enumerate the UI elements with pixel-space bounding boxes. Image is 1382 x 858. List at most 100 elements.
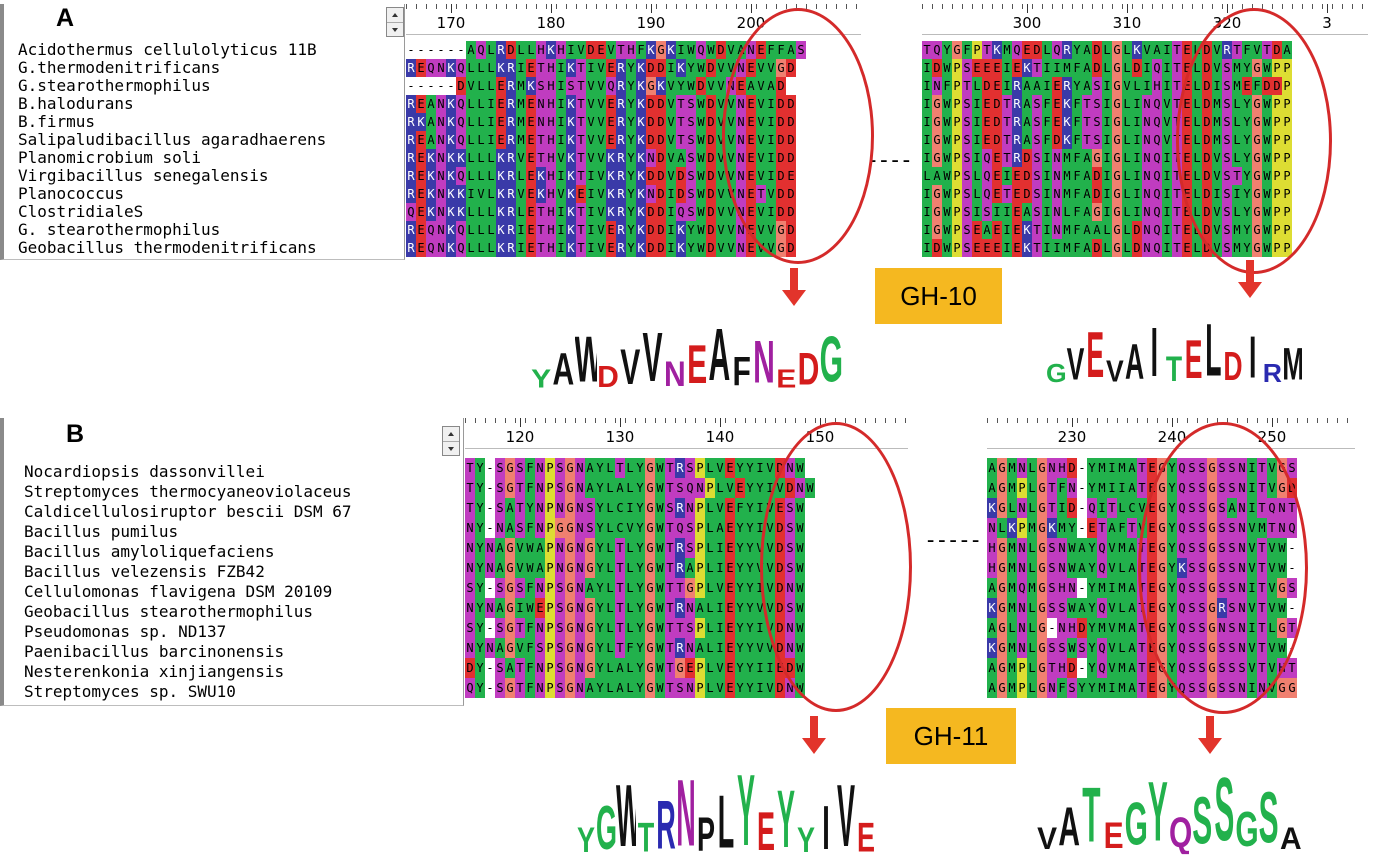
residue-cell: G — [1037, 598, 1047, 618]
residue-cell: N — [575, 498, 585, 518]
residue-cell: K — [446, 185, 456, 203]
residue-cell: S — [1187, 538, 1197, 558]
residue-cell: N — [1142, 239, 1152, 257]
sequence-name[interactable]: Streptomyces sp. SWU10 — [24, 682, 236, 701]
residue-cell: S — [1197, 498, 1207, 518]
residue-cell: I — [1102, 185, 1112, 203]
residue-cell: G — [776, 239, 786, 257]
sequence-name[interactable]: Geobacillus thermodenitrificans — [18, 238, 317, 257]
residue-cell: W — [655, 538, 665, 558]
residue-cell: E — [1052, 77, 1062, 95]
sequence-name[interactable]: Geobacillus stearothermophilus — [24, 602, 313, 621]
residue-cell: F — [1057, 478, 1067, 498]
residue-cell: V — [716, 221, 726, 239]
sequence-name[interactable]: Pseudomonas sp. ND137 — [24, 622, 227, 641]
sequence-name[interactable]: Virgibacillus senegalensis — [18, 166, 269, 185]
residue-cell: D — [656, 239, 666, 257]
logo-letter: Y — [576, 824, 595, 856]
residue-cell: G — [645, 498, 655, 518]
residue-cell: A — [746, 77, 756, 95]
sequence-name[interactable]: Bacillus amyloliquefaciens — [24, 542, 275, 561]
sequence-name[interactable]: Planococcus — [18, 184, 124, 203]
residue-cell: V — [666, 113, 676, 131]
sequence-names-b: Nocardiopsis dassonvillei Streptomyces th… — [24, 462, 352, 702]
residue-cell: P — [952, 131, 962, 149]
residue-cell: - — [406, 41, 416, 59]
sequence-name[interactable]: Salipaludibacillus agaradhaerens — [18, 130, 327, 149]
logo-letter: T — [1082, 784, 1101, 854]
scroll-up-icon[interactable] — [387, 8, 403, 23]
logo-column: V — [836, 758, 856, 856]
residue-cell: I — [1002, 59, 1012, 77]
sequence-name[interactable]: B.halodurans — [18, 94, 134, 113]
residue-cell: G — [505, 618, 515, 638]
residue-cell: I — [556, 95, 566, 113]
scroll-spinner-b[interactable] — [442, 426, 460, 456]
sequence-name[interactable]: G.stearothermophilus — [18, 76, 211, 95]
residue-cell: I — [1042, 59, 1052, 77]
sequence-name[interactable]: Paenibacillus barcinonensis — [24, 642, 285, 661]
residue-cell: T — [615, 618, 625, 638]
residue-cell: V — [756, 203, 766, 221]
residue-cell: G — [1207, 498, 1217, 518]
sequence-name[interactable]: ClostridialeS — [18, 202, 144, 221]
residue-cell: P — [545, 678, 555, 698]
residue-cell: D — [646, 203, 656, 221]
logo-column: Y — [1147, 764, 1169, 854]
residue-cell: W — [942, 203, 952, 221]
sequence-name[interactable]: Nocardiopsis dassonvillei — [24, 462, 265, 481]
residue-cell: Q — [465, 678, 475, 698]
residue-cell: E — [746, 95, 756, 113]
residue-cell: L — [1192, 41, 1202, 59]
residue-cell: H — [546, 59, 556, 77]
residue-cell: I — [1162, 149, 1172, 167]
residue-cell: A — [1092, 221, 1102, 239]
logo-letter: D — [597, 364, 619, 392]
residue-cell: Y — [735, 598, 745, 618]
residue-cell: Y — [1087, 538, 1097, 558]
sequence-name[interactable]: Streptomyces thermocyaneoviolaceus — [24, 482, 352, 501]
scroll-spinner-a[interactable] — [386, 7, 404, 37]
residue-cell: A — [1107, 518, 1117, 538]
sequence-name-pane-b[interactable]: B Nocardiopsis dassonvillei Streptomyces … — [0, 418, 464, 706]
residue-cell: E — [416, 221, 426, 239]
residue-cell: N — [1142, 167, 1152, 185]
residue-cell: Y — [635, 538, 645, 558]
logo-column: T — [1080, 764, 1102, 854]
sequence-name-pane-a[interactable]: A Acidothermus cellulolyticus 11B G.therm… — [0, 4, 405, 260]
residue-cell: A — [615, 478, 625, 498]
sequence-name[interactable]: Cellulomonas flavigena DSM 20109 — [24, 582, 333, 601]
residue-cell: L — [1122, 59, 1132, 77]
scroll-down-icon[interactable] — [387, 23, 403, 37]
residue-cell: K — [1047, 518, 1057, 538]
scroll-down-icon[interactable] — [443, 442, 459, 456]
sequence-name[interactable]: G.thermodenitrificans — [18, 58, 221, 77]
sequence-name[interactable]: Nesterenkonia xinjiangensis — [24, 662, 285, 681]
sequence-name[interactable]: Bacillus pumilus — [24, 522, 179, 541]
logo-letter: E — [687, 343, 708, 392]
residue-cell: L — [476, 221, 486, 239]
sequence-name[interactable]: Acidothermus cellulolyticus 11B — [18, 40, 317, 59]
sequence-name[interactable]: Planomicrobium soli — [18, 148, 202, 167]
logo-letter: Y — [1147, 779, 1168, 854]
sequence-name[interactable]: Bacillus velezensis FZB42 — [24, 562, 265, 581]
residue-cell: I — [1132, 203, 1142, 221]
scroll-up-icon[interactable] — [443, 427, 459, 442]
residue-cell: S — [1217, 518, 1227, 538]
ruler-position-label: 120 — [505, 428, 535, 446]
residue-cell: M — [516, 77, 526, 95]
residue-cell: A — [505, 518, 515, 538]
residue-cell: N — [465, 558, 475, 578]
residue-cell: G — [776, 59, 786, 77]
sequence-name[interactable]: G. stearothermophilus — [18, 220, 221, 239]
logo-column: R — [1263, 316, 1283, 386]
sequence-name[interactable]: B.firmus — [18, 112, 96, 131]
residue-cell: R — [506, 131, 516, 149]
sequence-name[interactable]: Caldicellulosiruptor bescii DSM 67 — [24, 502, 352, 521]
